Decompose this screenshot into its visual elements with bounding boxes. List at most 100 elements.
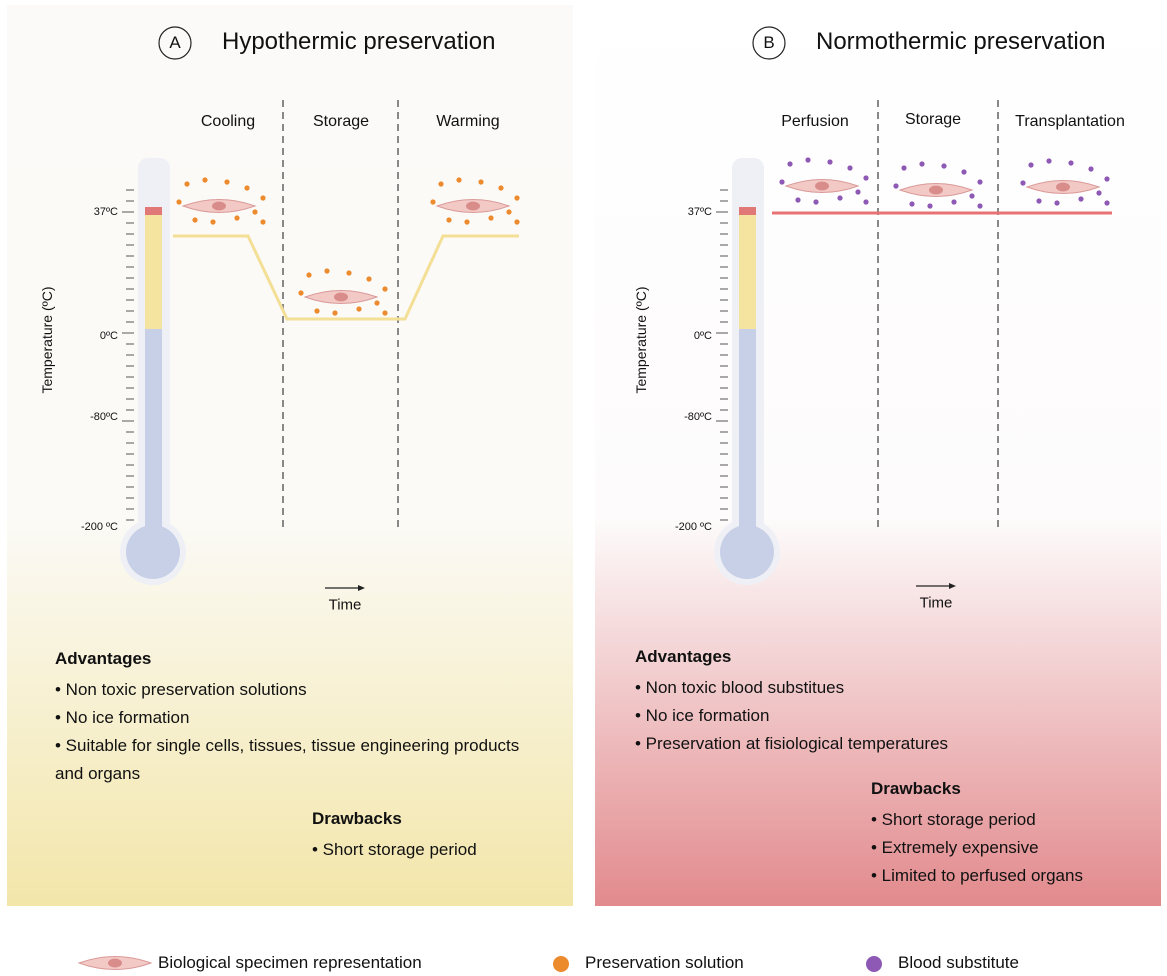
solution-dot bbox=[260, 219, 265, 224]
solution-dot bbox=[1096, 190, 1101, 195]
solution-dot bbox=[1104, 200, 1109, 205]
drawback-item: • Extremely expensive bbox=[871, 834, 1039, 862]
solution-dot bbox=[827, 159, 832, 164]
solution-dot bbox=[927, 203, 932, 208]
phase-label: Perfusion bbox=[781, 113, 849, 131]
solution-dot bbox=[456, 177, 461, 182]
temperature-label: -200 ºC bbox=[675, 521, 712, 533]
solution-dot bbox=[1104, 176, 1109, 181]
temperature-label: 0ºC bbox=[694, 330, 712, 342]
tube-cool bbox=[145, 215, 162, 329]
solution-dot bbox=[374, 300, 379, 305]
tube-cool bbox=[739, 215, 756, 329]
solution-dot bbox=[260, 195, 265, 200]
solution-dot bbox=[813, 199, 818, 204]
solution-dot bbox=[847, 165, 852, 170]
advantages-heading: Advantages bbox=[55, 649, 151, 669]
y-axis-label: Temperature (ºC) bbox=[633, 286, 649, 393]
phase-label: Storage bbox=[313, 113, 369, 131]
advantage-item: • Suitable for single cells, tissues, ti… bbox=[55, 732, 525, 788]
solution-dot bbox=[863, 199, 868, 204]
solution-dot bbox=[210, 219, 215, 224]
drawbacks-heading: Drawbacks bbox=[312, 809, 402, 829]
solution-dot bbox=[1054, 200, 1059, 205]
temperature-label: -80ºC bbox=[684, 411, 712, 423]
page: (() => { const data = JSON.parse(documen… bbox=[0, 0, 1167, 976]
solution-dot bbox=[382, 310, 387, 315]
solution-dot bbox=[192, 217, 197, 222]
temperature-label: 0ºC bbox=[100, 330, 118, 342]
drawback-item: • Short storage period bbox=[871, 806, 1036, 834]
advantage-item: • Non toxic preservation solutions bbox=[55, 676, 525, 704]
cell-nucleus bbox=[108, 959, 122, 968]
time-label: Time bbox=[920, 595, 953, 612]
solution-dot bbox=[366, 276, 371, 281]
drawback-item: • Limited to perfused organs bbox=[871, 862, 1083, 890]
tube-cold bbox=[739, 329, 756, 544]
phase-label: Warming bbox=[436, 113, 499, 131]
drawbacks-heading: Drawbacks bbox=[871, 779, 961, 799]
solution-dot bbox=[314, 308, 319, 313]
solution-dot bbox=[332, 310, 337, 315]
solution-dot bbox=[961, 169, 966, 174]
solution-dot bbox=[464, 219, 469, 224]
cell-nucleus bbox=[929, 186, 943, 195]
solution-dot bbox=[909, 201, 914, 206]
temperature-label: 37ºC bbox=[94, 206, 118, 218]
cell-nucleus bbox=[466, 202, 480, 211]
solution-dot bbox=[184, 181, 189, 186]
solution-dot bbox=[855, 189, 860, 194]
solution-dot bbox=[244, 185, 249, 190]
solution-dot bbox=[977, 179, 982, 184]
temperature-label: -200 ºC bbox=[81, 521, 118, 533]
solution-dot bbox=[382, 286, 387, 291]
solution-dot bbox=[252, 209, 257, 214]
legend-dot bbox=[866, 956, 882, 972]
legend-dot bbox=[553, 956, 569, 972]
solution-dot bbox=[324, 268, 329, 273]
solution-dot bbox=[478, 179, 483, 184]
temperature-curve bbox=[173, 236, 519, 319]
solution-dot bbox=[234, 215, 239, 220]
advantage-item: • Non toxic blood substitues bbox=[635, 674, 1105, 702]
solution-dot bbox=[919, 161, 924, 166]
solution-dot bbox=[795, 197, 800, 202]
legend-label: Biological specimen representation bbox=[158, 953, 422, 973]
solution-dot bbox=[941, 163, 946, 168]
solution-dot bbox=[1020, 180, 1025, 185]
panel-title: Hypothermic preservation bbox=[222, 28, 495, 56]
solution-dot bbox=[202, 177, 207, 182]
solution-dot bbox=[430, 199, 435, 204]
solution-dot bbox=[805, 157, 810, 162]
cell-nucleus bbox=[212, 202, 226, 211]
solution-dot bbox=[1078, 196, 1083, 201]
solution-dot bbox=[787, 161, 792, 166]
solution-dot bbox=[514, 219, 519, 224]
panel-letter: A bbox=[169, 33, 180, 53]
phase-label: Storage bbox=[905, 111, 961, 129]
legend-label: Blood substitute bbox=[898, 953, 1019, 973]
time-arrowhead bbox=[358, 585, 365, 591]
solution-dot bbox=[438, 181, 443, 186]
solution-dot bbox=[488, 215, 493, 220]
tube-warm bbox=[739, 207, 756, 215]
cell-nucleus bbox=[334, 293, 348, 302]
y-axis-label: Temperature (ºC) bbox=[39, 286, 55, 393]
solution-dot bbox=[837, 195, 842, 200]
drawback-item: • Short storage period bbox=[312, 836, 477, 864]
temperature-label: -80ºC bbox=[90, 411, 118, 423]
advantages-heading: Advantages bbox=[635, 647, 731, 667]
solution-dot bbox=[1028, 162, 1033, 167]
solution-dot bbox=[1088, 166, 1093, 171]
legend-label: Preservation solution bbox=[585, 953, 744, 973]
solution-dot bbox=[901, 165, 906, 170]
advantage-item: • Preservation at fisiological temperatu… bbox=[635, 730, 1105, 758]
time-arrowhead bbox=[949, 583, 956, 589]
solution-dot bbox=[506, 209, 511, 214]
solution-dot bbox=[176, 199, 181, 204]
solution-dot bbox=[977, 203, 982, 208]
tube-warm bbox=[145, 207, 162, 215]
solution-dot bbox=[514, 195, 519, 200]
advantage-item: • No ice formation bbox=[55, 704, 525, 732]
solution-dot bbox=[1046, 158, 1051, 163]
